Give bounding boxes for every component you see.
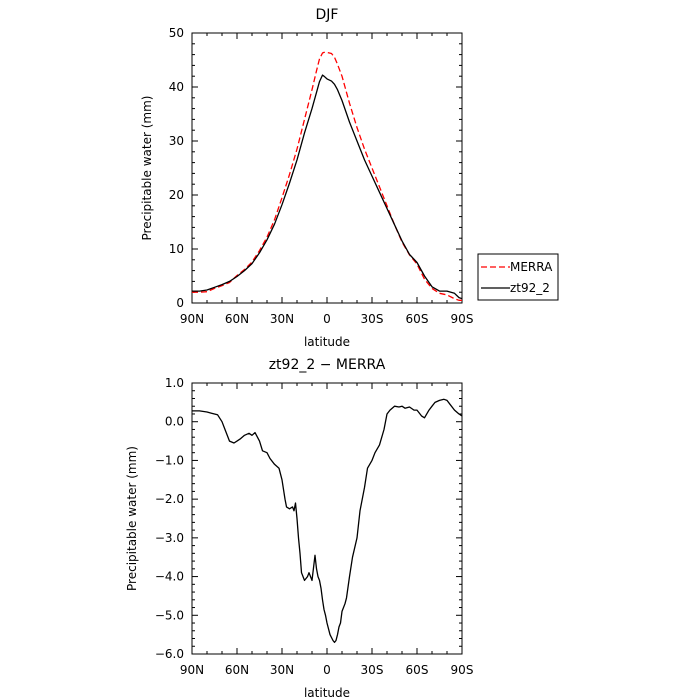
legend: MERRA zt92_2 [477,253,559,301]
y-tick-label: −3.0 [155,531,184,545]
legend-label: MERRA [510,260,553,274]
x-tick-label: 60S [406,312,429,326]
y-tick-label: −2.0 [155,492,184,506]
x-tick-label: 90S [451,312,474,326]
x-tick-label: 60N [225,312,249,326]
x-tick-label: 30S [361,312,384,326]
x-axis-label: latitude [304,686,350,700]
x-tick-label: 60S [406,663,429,677]
series-line-merra [192,51,462,301]
x-tick-label: 60N [225,663,249,677]
y-tick-label: −1.0 [155,453,184,467]
x-tick-label: 90N [180,312,204,326]
plot-frame [191,382,463,655]
y-tick-label: 10 [169,242,184,256]
y-tick-label: 0 [176,296,184,310]
series-line-zt92-2 [192,74,463,300]
y-tick-label: 50 [169,26,184,40]
series-line-1 [192,398,463,644]
chart-title: DJF [316,7,339,23]
x-tick-label: 30N [270,663,294,677]
chart-2: 90N 60N 30N 0 30S 60S 90S 1.0 0.0 −1.0 −2.0 −3.0 −4.… [125,357,473,700]
x-tick-label: 0 [323,312,331,326]
x-tick-label: 90N [180,663,204,677]
chart-1: 90N 60N 30N 0 30S 60S 90S 0 10 20 30 40 50 DJF latitud… [140,7,559,349]
x-tick-label: 30N [270,312,294,326]
y-tick-label: −4.0 [155,570,184,584]
x-tick-label: 30S [361,663,384,677]
y-tick-label: −6.0 [155,647,184,661]
y-axis-label: Precipitable water (mm) [125,446,139,591]
y-axis-label: Precipitable water (mm) [140,96,154,241]
legend-label: zt92_2 [510,281,550,295]
legend-box [477,253,559,301]
x-tick-label: 90S [451,663,474,677]
x-tick-label: 0 [323,663,331,677]
y-tick-label: 20 [169,188,184,202]
y-tick-label: 40 [169,80,184,94]
y-tick-label: −5.0 [155,608,184,622]
y-tick-label: 30 [169,134,184,148]
y-tick-label: 1.0 [165,376,184,390]
y-tick-label: 0.0 [165,415,184,429]
plot-frame [191,32,463,304]
x-axis-label: latitude [304,335,350,349]
chart-title: zt92_2 − MERRA [269,357,386,373]
